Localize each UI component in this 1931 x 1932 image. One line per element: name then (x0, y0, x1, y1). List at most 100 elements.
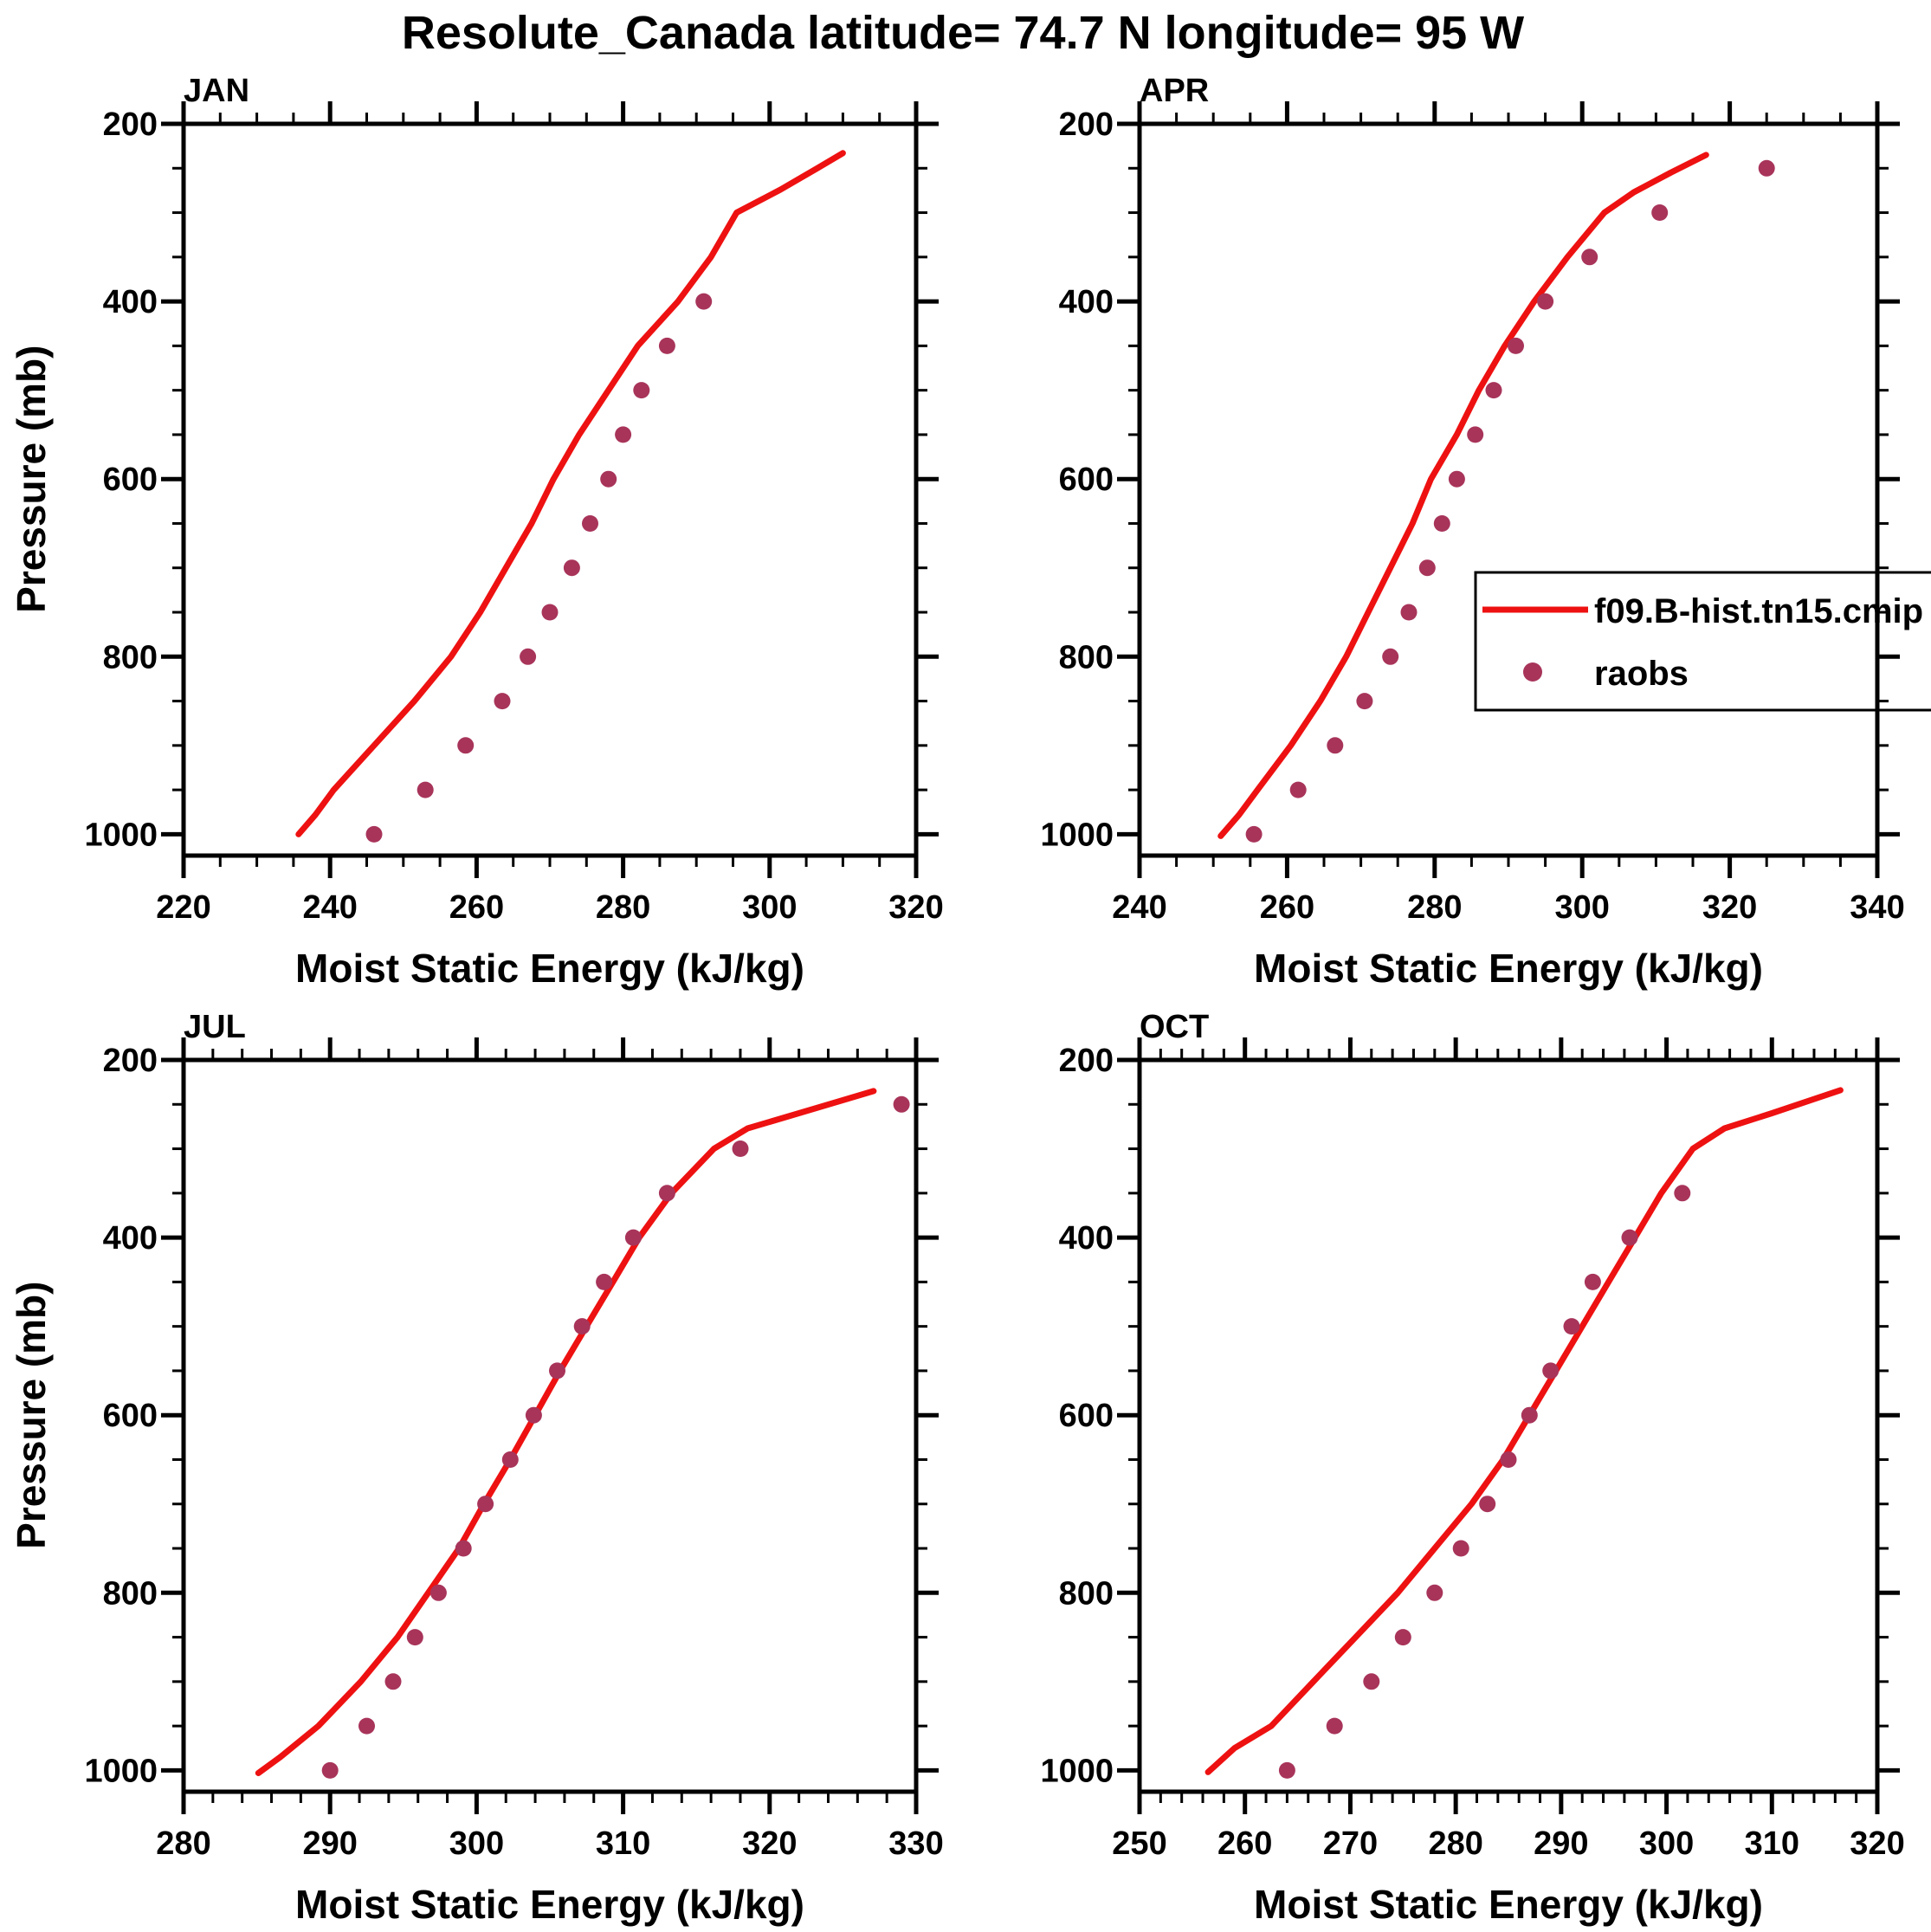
x-tick-label: 220 (156, 889, 210, 926)
raobs-dot (1537, 293, 1554, 310)
x-tick-label: 250 (1112, 1825, 1166, 1862)
y-tick-label: 400 (1059, 284, 1114, 320)
y-tick-label: 600 (1059, 1398, 1114, 1434)
raobs-dot (893, 1095, 910, 1113)
plot-box (1137, 1057, 1880, 1794)
raobs-dot (1433, 515, 1450, 532)
y-tick-label: 200 (103, 1043, 158, 1079)
x-tick-label: 320 (742, 1825, 797, 1862)
y-tick-label: 1000 (1040, 1753, 1114, 1789)
raobs-dot (633, 382, 650, 399)
x-tick-label: 340 (1850, 889, 1904, 926)
raobs-dot (1278, 1761, 1295, 1779)
raobs-dot (457, 737, 475, 754)
raobs-dot (624, 1229, 642, 1246)
y-tick-label: 800 (103, 639, 158, 675)
y-axis-title: Pressure (mb) (9, 346, 54, 613)
raobs-dot (429, 1584, 447, 1601)
y-tick-label: 200 (1059, 1043, 1114, 1079)
x-tick-label: 310 (596, 1825, 650, 1862)
raobs-dot (600, 470, 617, 488)
raobs-dot (321, 1761, 339, 1779)
x-tick-label: 330 (888, 1825, 943, 1862)
panel-month-label: JAN (184, 73, 249, 109)
y-tick-label: 600 (103, 1398, 158, 1434)
panel-month-label: JUL (184, 1009, 246, 1045)
x-tick-label: 290 (1534, 1825, 1588, 1862)
y-tick-label: 600 (1059, 462, 1114, 498)
raobs-dot (549, 1362, 565, 1380)
y-tick-label: 400 (1059, 1220, 1114, 1257)
raobs-dot (1418, 559, 1436, 577)
panel-month-label: APR (1140, 73, 1209, 109)
y-tick-label: 1000 (84, 817, 158, 853)
x-tick-label: 260 (449, 889, 504, 926)
raobs-dot (1542, 1362, 1560, 1380)
raobs-dot (1479, 1496, 1496, 1513)
model-line (295, 150, 846, 837)
raobs-dot (1400, 604, 1418, 621)
y-axis-title: Pressure (mb) (9, 1282, 54, 1549)
y-tick-label: 200 (1059, 107, 1114, 143)
raobs-dot (1758, 159, 1775, 177)
x-tick-label: 300 (449, 1825, 504, 1862)
raobs-dot (1563, 1318, 1580, 1335)
x-tick-label: 320 (1850, 1825, 1904, 1862)
raobs-dot (658, 1185, 675, 1202)
x-tick-label: 300 (1639, 1825, 1694, 1862)
x-tick-label: 280 (1407, 889, 1462, 926)
y-tick-label: 400 (103, 1220, 158, 1257)
raobs-dot (1356, 693, 1373, 710)
raobs-dot (573, 1318, 591, 1335)
raobs-dot (1452, 1540, 1469, 1557)
x-tick-label: 300 (1554, 889, 1609, 926)
raobs-dot (1448, 470, 1465, 488)
raobs-dot (494, 693, 511, 710)
raobs-dot (1485, 382, 1502, 399)
raobs-dot (1581, 249, 1598, 266)
raobs-dot (455, 1540, 472, 1557)
x-tick-label: 280 (156, 1825, 210, 1862)
raobs-dot (358, 1717, 375, 1735)
plot-box (181, 1057, 919, 1794)
raobs-dot (1394, 1629, 1411, 1646)
raobs-dot (695, 293, 713, 310)
y-tick-label: 1000 (84, 1753, 158, 1789)
raobs-dot (1326, 1717, 1343, 1735)
raobs-dot (1467, 426, 1484, 443)
raobs-dot (541, 604, 559, 621)
y-tick-label: 1000 (1040, 817, 1114, 853)
x-tick-label: 320 (1702, 889, 1757, 926)
raobs-dot (1245, 825, 1263, 843)
raobs-dot (1674, 1185, 1691, 1202)
raobs-dot (1289, 781, 1307, 798)
raobs-dot (406, 1629, 423, 1646)
raobs-dot (520, 648, 537, 665)
figure-title: Resolute_Canada latitude= 74.7 N longitu… (402, 7, 1524, 59)
raobs-dot (732, 1140, 749, 1157)
raobs-dot (563, 559, 580, 577)
x-tick-label: 260 (1217, 1825, 1272, 1862)
x-axis-title: Moist Static Energy (kJ/kg) (295, 1882, 804, 1927)
raobs-dot (615, 426, 632, 443)
y-tick-label: 800 (1059, 1575, 1114, 1612)
raobs-dot (596, 1273, 613, 1290)
y-tick-label: 200 (103, 107, 158, 143)
legend-box (1474, 571, 1931, 712)
raobs-dot (525, 1406, 542, 1424)
x-tick-label: 270 (1323, 1825, 1378, 1862)
raobs-dot (1521, 1406, 1538, 1424)
raobs-dot (501, 1451, 519, 1468)
raobs-dot (1426, 1584, 1443, 1601)
legend-dot-label: raobs (1594, 655, 1689, 693)
legend-line-label: f09.B-hist.tn15.cmip (1594, 592, 1923, 630)
y-tick-label: 800 (103, 1575, 158, 1612)
raobs-dot (1584, 1273, 1601, 1290)
x-axis-title: Moist Static Energy (kJ/kg) (1254, 946, 1763, 991)
raobs-dot (1651, 204, 1669, 221)
raobs-dot (477, 1496, 494, 1513)
raobs-dot (582, 515, 598, 532)
